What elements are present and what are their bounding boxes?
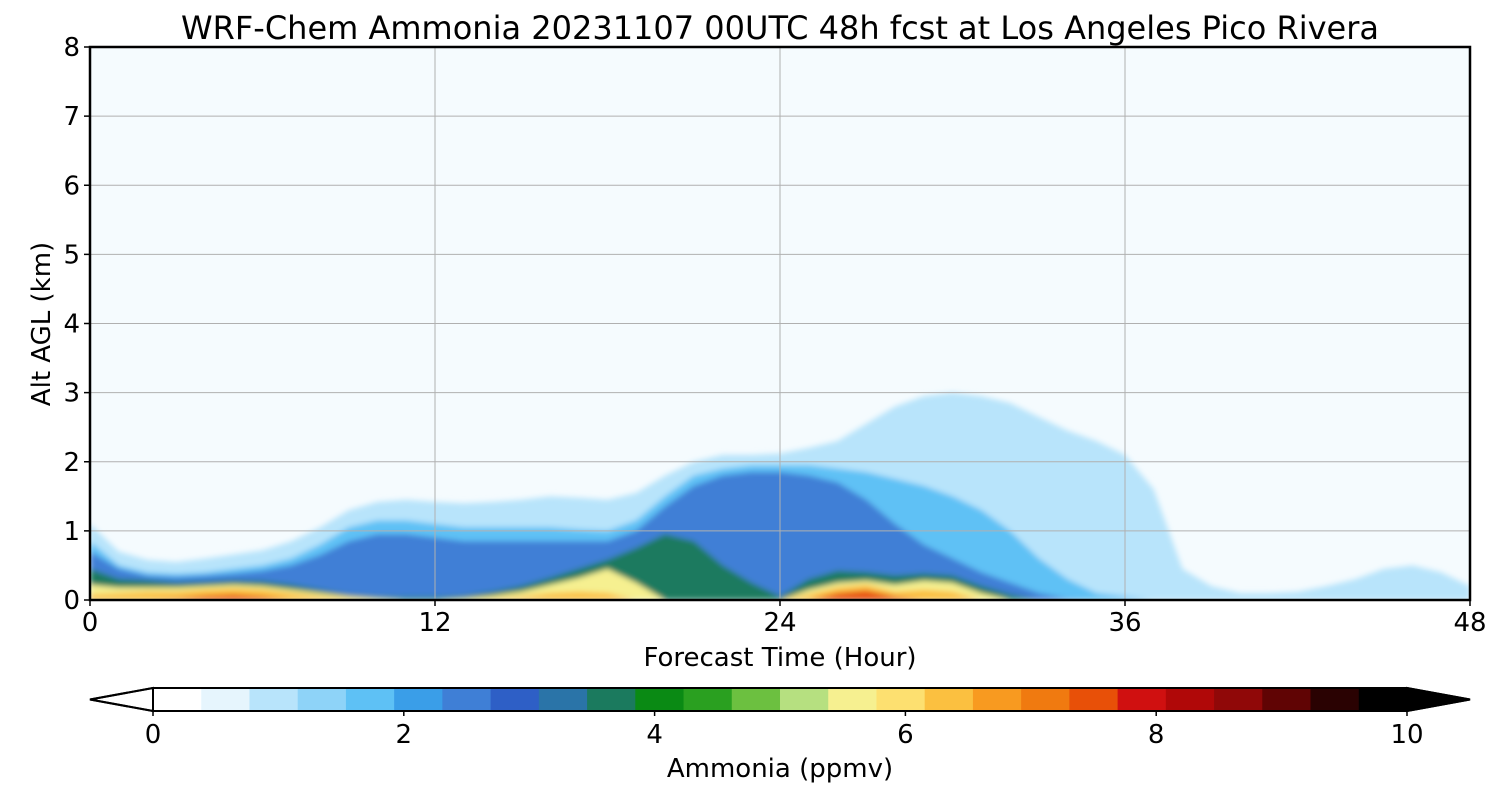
colorbar-segment xyxy=(876,688,926,711)
colorbar-extend-min xyxy=(89,686,154,713)
colorbar-segment xyxy=(345,688,395,711)
y-tick-label: 5 xyxy=(63,240,80,270)
colorbar-segment xyxy=(828,688,878,711)
x-axis-label: Forecast Time (Hour) xyxy=(643,643,916,673)
colorbar: 0 2 4 6 8 10 xyxy=(89,686,1471,750)
y-tick-label: 8 xyxy=(63,33,80,63)
colorbar-segment xyxy=(1069,688,1119,711)
colorbar-segment xyxy=(442,688,492,711)
colorbar-tick-label: 0 xyxy=(145,720,162,750)
colorbar-segment xyxy=(780,688,829,711)
colorbar-segment xyxy=(1021,688,1070,711)
colorbar-extend-max xyxy=(1406,686,1471,713)
colorbar-segment xyxy=(1165,688,1215,711)
y-tick-label: 0 xyxy=(63,586,80,616)
colorbar-tick-label: 4 xyxy=(646,720,663,750)
colorbar-segment xyxy=(1117,688,1167,711)
colorbar-segment xyxy=(249,688,299,711)
y-tick-label: 1 xyxy=(63,517,80,547)
y-tick-label: 4 xyxy=(63,310,80,340)
colorbar-tick-label: 8 xyxy=(1148,720,1165,750)
y-tick-label: 7 xyxy=(63,102,80,132)
colorbar-segment xyxy=(731,688,781,711)
chart-title: WRF-Chem Ammonia 20231107 00UTC 48h fcst… xyxy=(181,9,1379,47)
colorbar-segment xyxy=(153,688,202,711)
colorbar-segment xyxy=(635,688,685,711)
x-axis: 0 12 24 36 48 xyxy=(82,600,1487,638)
y-axis: 0 1 2 3 4 5 6 7 8 xyxy=(63,33,90,616)
x-tick-label: 48 xyxy=(1453,608,1486,638)
colorbar-label: Ammonia (ppmv) xyxy=(667,754,893,784)
x-tick-label: 24 xyxy=(763,608,796,638)
colorbar-segment xyxy=(394,688,443,711)
y-tick-label: 2 xyxy=(63,448,80,478)
colorbar-tick-label: 10 xyxy=(1390,720,1423,750)
colorbar-segment xyxy=(1214,688,1263,711)
colorbar-segment xyxy=(490,688,540,711)
colorbar-segment xyxy=(972,688,1022,711)
colorbar-segment xyxy=(683,688,733,711)
colorbar-segment xyxy=(297,688,347,711)
plot-area xyxy=(88,45,1472,602)
colorbar-tick-label: 6 xyxy=(897,720,914,750)
colorbar-segment xyxy=(1358,688,1408,711)
colorbar-segment xyxy=(1262,688,1312,711)
colorbar-segment xyxy=(538,688,588,711)
y-tick-label: 3 xyxy=(63,379,80,409)
colorbar-tick-label: 2 xyxy=(396,720,413,750)
y-tick-label: 6 xyxy=(63,171,80,201)
colorbar-segment xyxy=(587,688,636,711)
colorbar-segment xyxy=(201,688,251,711)
x-tick-label: 36 xyxy=(1108,608,1141,638)
y-axis-label: Alt AGL (km) xyxy=(27,242,57,406)
colorbar-segment xyxy=(924,688,974,711)
x-tick-label: 12 xyxy=(418,608,451,638)
colorbar-segment xyxy=(1310,688,1360,711)
x-tick-label: 0 xyxy=(82,608,99,638)
